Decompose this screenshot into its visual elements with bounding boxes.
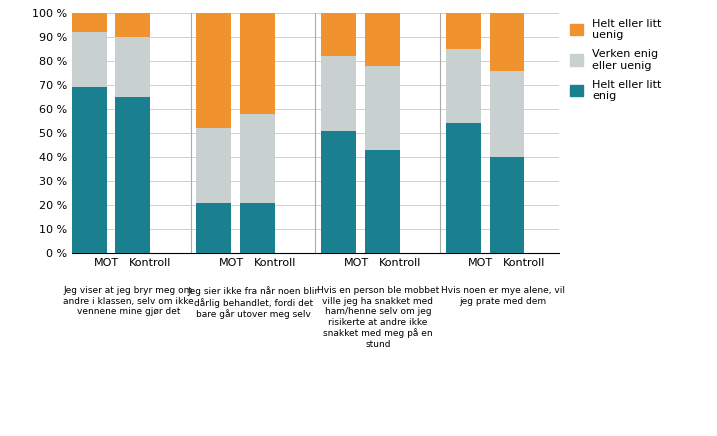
Bar (365, 66, 399, 150)
Bar (115, 97, 150, 253)
Text: Hvis en person ble mobbet
ville jeg ha snakket med
ham/henne selv om jeg
risiker: Hvis en person ble mobbet ville jeg ha s… (317, 286, 439, 348)
Bar (240, 202, 275, 253)
Bar (321, 13, 356, 56)
Text: Jeg viser at jeg bryr meg om
andre i klassen, selv om ikke
vennene mine gjør det: Jeg viser at jeg bryr meg om andre i kla… (63, 286, 194, 316)
Legend: Helt eller litt
uenig, Verken enig
eller uenig, Helt eller litt
enig: Helt eller litt uenig, Verken enig eller… (570, 19, 661, 101)
Text: Jeg sier ikke fra når noen blir
dårlig behandlet, fordi det
bare går utover meg : Jeg sier ikke fra når noen blir dårlig b… (188, 286, 318, 319)
Bar (446, 49, 481, 123)
Bar (196, 202, 232, 253)
Bar (240, 13, 275, 114)
Bar (365, 150, 399, 253)
Bar (240, 114, 275, 202)
Bar (490, 13, 524, 71)
Bar (72, 13, 107, 32)
Bar (72, 32, 107, 88)
Bar (446, 13, 481, 49)
Bar (115, 13, 150, 37)
Bar (365, 13, 399, 66)
Text: Hvis noen er mye alene, vil
jeg prate med dem: Hvis noen er mye alene, vil jeg prate me… (441, 286, 565, 306)
Bar (490, 71, 524, 157)
Bar (196, 13, 232, 128)
Bar (321, 131, 356, 253)
Bar (446, 123, 481, 253)
Bar (321, 56, 356, 131)
Bar (196, 128, 232, 202)
Bar (72, 88, 107, 253)
Bar (490, 157, 524, 253)
Bar (115, 37, 150, 97)
